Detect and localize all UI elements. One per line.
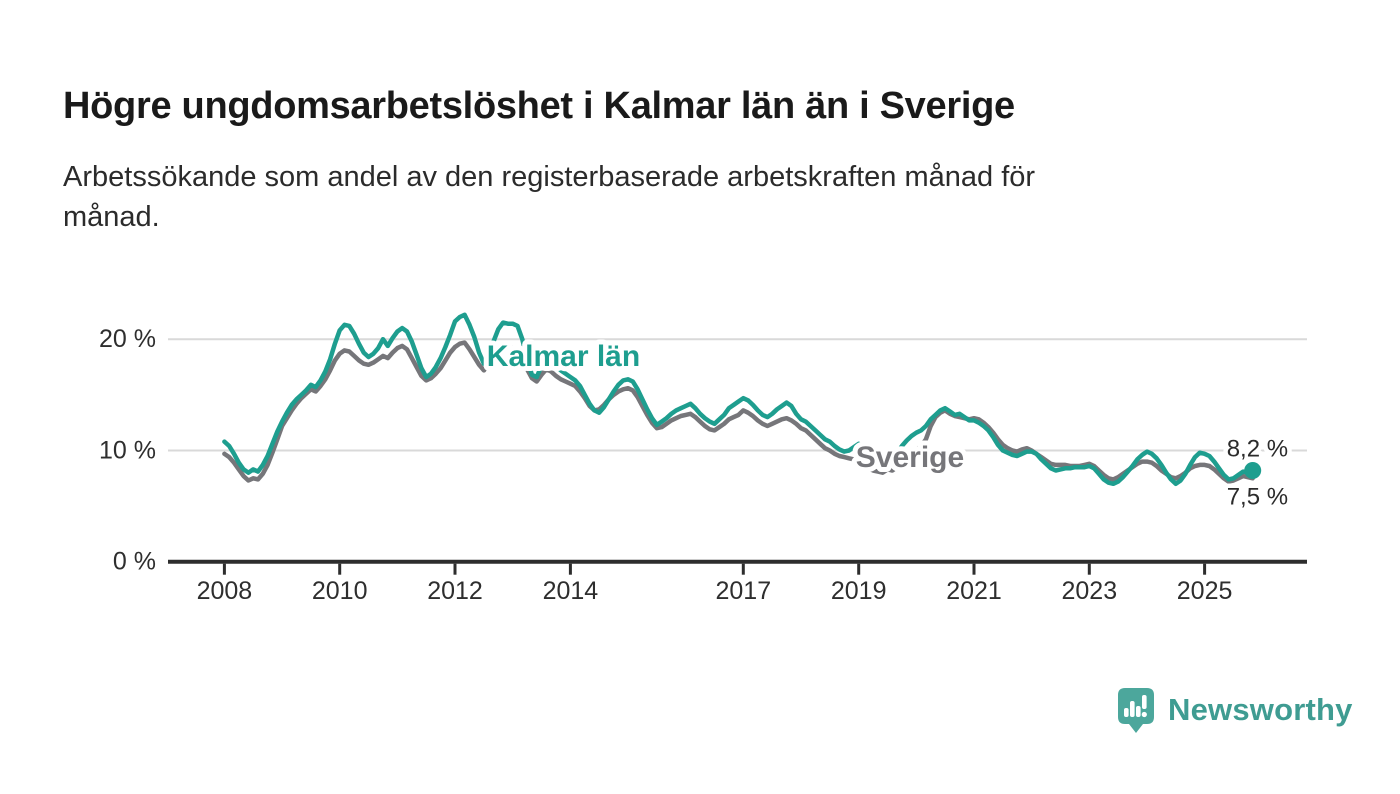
- x-axis-label: 2012: [427, 577, 483, 605]
- pin-bars: [1124, 694, 1147, 717]
- newsworthy-logo: Newsworthy: [1117, 684, 1353, 736]
- series-label-kalmar-lan: Kalmar län: [487, 340, 640, 373]
- newsworthy-brand-text: Newsworthy: [1168, 692, 1353, 727]
- x-axis-label: 2025: [1177, 577, 1233, 605]
- series-label-sverige: Sverige: [856, 441, 964, 474]
- end-value-label-sverige: 7,5 %: [1227, 483, 1288, 510]
- end-value-label-kalmar-lan: 8,2 %: [1227, 436, 1288, 463]
- page-subtitle-line: Arbetssökande som andel av den registerb…: [63, 161, 1036, 193]
- y-axis-label: 0 %: [113, 548, 156, 576]
- newsworthy-chart-pin-icon: [1118, 687, 1154, 733]
- page-title: Högre ungdomsarbetslöshet i Kalmar län ä…: [63, 85, 1015, 128]
- page-subtitle-line: månad.: [63, 201, 160, 233]
- y-axis-label: 20 %: [99, 325, 156, 353]
- x-axis-label: 2019: [831, 577, 887, 605]
- page-subtitle: Arbetssökande som andel av den registerb…: [63, 157, 1283, 237]
- series-line-sverige: [222, 340, 1255, 484]
- end-point-dot: [1244, 462, 1262, 479]
- x-axis-label: 2008: [197, 577, 253, 605]
- x-axis-label: 2010: [312, 577, 368, 605]
- x-axis-label: 2023: [1061, 577, 1117, 605]
- x-axis-label: 2021: [946, 577, 1002, 605]
- y-axis-label: 10 %: [99, 437, 156, 465]
- x-axis-label: 2014: [543, 577, 599, 605]
- x-axis-label: 2017: [715, 577, 771, 605]
- series-line-kalmar-lan: [222, 312, 1255, 487]
